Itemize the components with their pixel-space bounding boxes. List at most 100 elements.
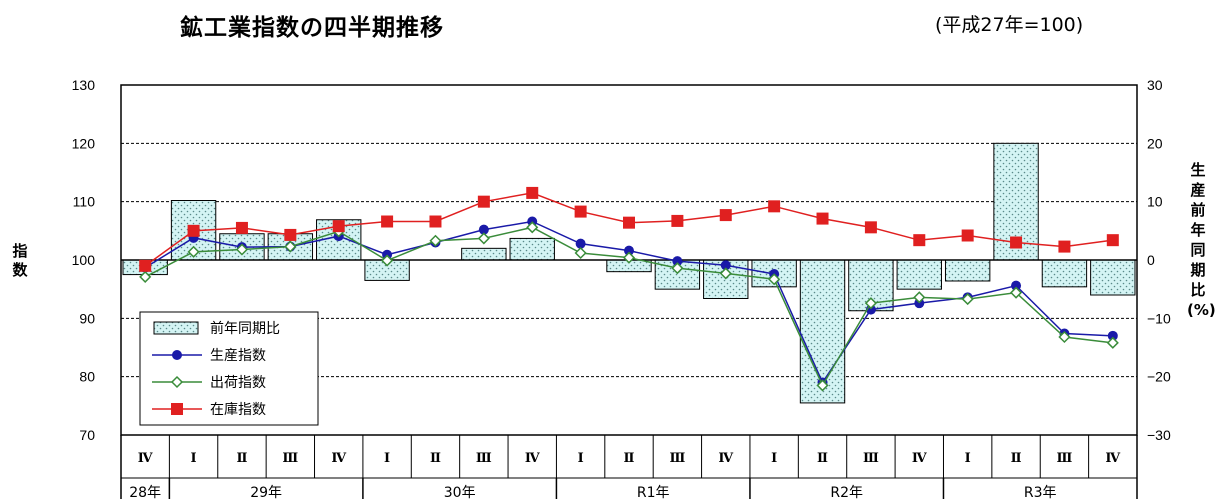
series-point: [526, 221, 539, 234]
chart-title: 鉱工業指数の四半期推移: [180, 15, 444, 41]
series-point: [429, 215, 442, 228]
series-point: [477, 195, 490, 208]
series-point: [139, 270, 152, 283]
series-point: [381, 215, 394, 228]
series-point: [719, 209, 732, 222]
y-left-tick-label: 70: [79, 427, 95, 443]
y-right-tick-label: −10: [1147, 310, 1171, 326]
yoy-bar: [509, 237, 555, 261]
series-point: [671, 262, 684, 275]
series-point: [623, 216, 635, 229]
series-point: [1106, 234, 1119, 247]
series-point: [1011, 280, 1022, 291]
right-axis-label-char: 年: [1190, 221, 1206, 239]
x-year-label: 29年: [250, 485, 282, 499]
series-point: [672, 256, 683, 267]
y-left-tick-label: 130: [72, 77, 96, 93]
yoy-bar: [944, 259, 991, 282]
y-right-tick-label: 10: [1147, 194, 1163, 210]
right-axis-label-char: 同: [1190, 241, 1206, 259]
x-year-label: 28年: [129, 485, 161, 499]
left-axis-label: 指数: [12, 242, 28, 279]
series-point: [768, 273, 781, 286]
y-left-tick-label: 120: [72, 135, 96, 151]
series-point: [671, 214, 684, 227]
x-quarter-label: Ⅳ: [331, 451, 346, 466]
legend-marker: [170, 375, 184, 389]
series-point: [1058, 240, 1071, 253]
y-left-tick-label: 90: [79, 310, 95, 326]
x-quarter-label: Ⅳ: [525, 451, 540, 466]
legend-label: 在庫指数: [210, 401, 266, 418]
x-quarter-label: Ⅲ: [863, 451, 879, 466]
series-point: [478, 224, 489, 235]
series-point: [624, 245, 634, 256]
y-left-tick-label: 100: [72, 252, 96, 268]
yoy-bar: [1090, 259, 1136, 296]
y-right-tick-label: −20: [1147, 369, 1171, 385]
series-point: [961, 229, 974, 242]
series-point: [575, 238, 586, 249]
x-quarter-label: Ⅱ: [1011, 451, 1022, 466]
series-point: [1009, 286, 1023, 299]
series-point: [1010, 236, 1023, 249]
series-point: [622, 251, 636, 264]
series-point: [864, 221, 877, 234]
x-quarter-label: Ⅱ: [236, 451, 247, 466]
y-right-tick-label: 20: [1147, 135, 1163, 151]
series-point: [913, 234, 926, 247]
series-point: [719, 267, 732, 280]
right-axis-label-char: 前: [1190, 201, 1206, 219]
x-quarter-label: Ⅰ: [384, 451, 390, 466]
x-quarter-label: Ⅰ: [965, 451, 971, 466]
series-point: [381, 254, 394, 267]
x-year-label: R2年: [830, 485, 863, 499]
x-quarter-label: Ⅰ: [771, 451, 777, 466]
right-axis-label-char: 期: [1190, 261, 1206, 279]
series-point: [1107, 330, 1118, 341]
series-point: [429, 234, 442, 247]
y-right-tick-label: 30: [1147, 77, 1163, 93]
x-year-label: R3年: [1024, 485, 1057, 499]
series-point: [284, 228, 297, 241]
series-point: [477, 232, 490, 245]
x-quarter-label: Ⅳ: [1105, 451, 1120, 466]
series-point: [332, 220, 345, 233]
right-axis-label-char: 生: [1190, 161, 1206, 179]
yoy-bar: [1041, 259, 1088, 288]
legend-label: 前年同期比: [210, 320, 280, 337]
right-axis-label: 生産前年同期比 (%): [1187, 160, 1216, 320]
y-left-tick-label: 110: [73, 194, 96, 210]
series-point: [187, 245, 200, 258]
series-point: [864, 297, 877, 310]
y-right-tick-label: 0: [1147, 252, 1155, 268]
legend-swatch: [153, 321, 199, 335]
series-point: [816, 212, 829, 225]
series-point: [1058, 330, 1071, 344]
series-point: [187, 224, 200, 237]
x-quarter-label: Ⅰ: [578, 451, 584, 466]
x-quarter-label: Ⅰ: [191, 451, 197, 466]
series-point: [574, 246, 587, 260]
series-point: [139, 259, 152, 272]
x-quarter-label: Ⅳ: [718, 451, 733, 466]
legend-marker: [171, 403, 183, 415]
x-quarter-label: Ⅲ: [669, 451, 685, 466]
x-year-label: 30年: [444, 485, 476, 499]
x-quarter-label: Ⅱ: [624, 451, 635, 466]
series-point: [235, 221, 248, 234]
x-quarter-label: Ⅲ: [282, 451, 298, 466]
x-year-label: R1年: [637, 485, 670, 499]
series-point: [284, 240, 297, 253]
x-quarter-label: Ⅱ: [817, 451, 828, 466]
series-point: [235, 243, 249, 256]
series-point: [720, 260, 731, 271]
series-point: [913, 291, 926, 304]
right-axis-label-char: (%): [1187, 301, 1216, 319]
series-point: [961, 293, 974, 306]
series-point: [768, 200, 781, 213]
legend-label: 生産指数: [210, 348, 266, 364]
right-axis-label-char: 比: [1190, 281, 1206, 299]
yoy-bar: [896, 259, 942, 290]
